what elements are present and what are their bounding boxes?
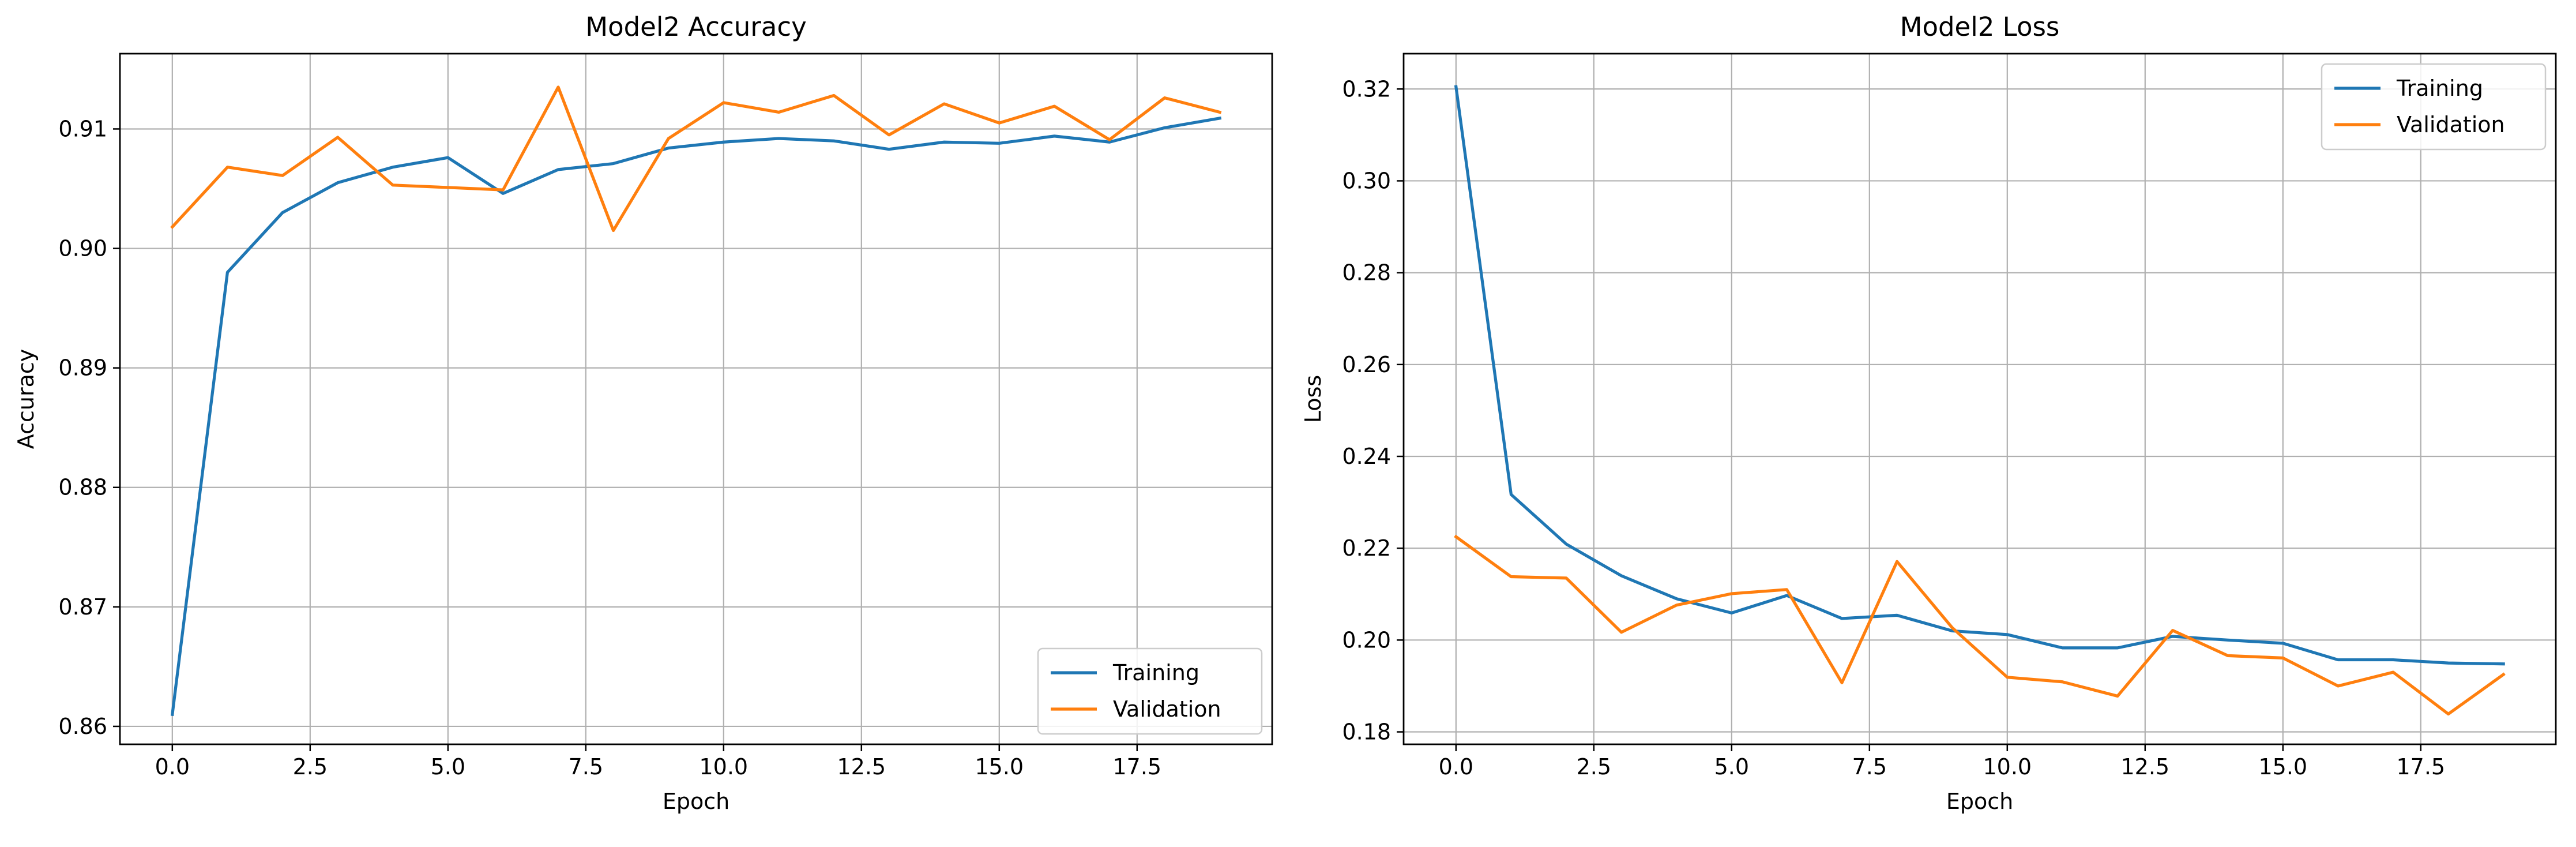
x-tick-label: 12.5: [2120, 754, 2169, 779]
x-tick-label: 0.0: [1439, 754, 1473, 779]
chart-panel-2: 0.0 2.5 5.0 7.5 10.0 12.5 15.0 17.5 0.18 0.20 0.22…: [1300, 12, 2557, 814]
y-tick-label: 0.88: [58, 475, 107, 500]
series-line-training: [170, 116, 1222, 717]
x-tick-label: 17.5: [1112, 754, 1161, 779]
x-tick-label: 10.0: [1983, 754, 2032, 779]
x-tick-label: 2.5: [293, 754, 328, 779]
x-tick-label: 0.0: [155, 754, 190, 779]
legend-label-training: Training: [1112, 660, 1199, 685]
axes-frame: [1402, 53, 2557, 745]
y-tick-label: 0.30: [1342, 168, 1391, 193]
chart-panel-1: 0.0 2.5 5.0 7.5 10.0 12.5 15.0 17.5 0.86 0.87 0.88…: [13, 12, 1273, 814]
x-tick-label: 2.5: [1577, 754, 1611, 779]
legend-label-training: Training: [2396, 76, 2483, 101]
chart-title: Model2 Loss: [1900, 12, 2060, 42]
legend-label-validation: Validation: [2397, 112, 2505, 137]
axes-frame: [119, 53, 1273, 745]
y-tick-label: 0.20: [1342, 627, 1391, 653]
x-tick-label: 15.0: [975, 754, 1024, 779]
x-tick-label: 17.5: [2396, 754, 2445, 779]
series-line-validation: [170, 85, 1222, 233]
y-tick-label: 0.24: [1342, 444, 1391, 469]
y-tick-label: 0.32: [1342, 76, 1391, 102]
legend: Training Validation: [1037, 647, 1263, 735]
legend-box: [1037, 647, 1263, 735]
x-tick-label: 5.0: [1714, 754, 1749, 779]
series-line-validation: [1454, 534, 2506, 716]
y-tick-label: 0.91: [58, 116, 107, 141]
x-axis-label: Epoch: [1946, 789, 2013, 814]
x-axis-label: Epoch: [663, 789, 729, 814]
y-tick-label: 0.22: [1342, 535, 1391, 561]
x-tick-label: 10.0: [699, 754, 748, 779]
y-tick-label: 0.90: [58, 236, 107, 261]
y-axis-label: Accuracy: [13, 349, 39, 449]
x-tick-label: 15.0: [2258, 754, 2307, 779]
y-tick-label: 0.86: [58, 714, 107, 739]
chart-title: Model2 Accuracy: [585, 12, 807, 42]
x-tick-label: 7.5: [569, 754, 603, 779]
x-tick-label: 5.0: [431, 754, 465, 779]
y-axis-label: Loss: [1300, 375, 1326, 423]
y-tick-label: 0.18: [1342, 719, 1391, 745]
x-tick-label: 12.5: [837, 754, 886, 779]
x-tick-label: 7.5: [1852, 754, 1887, 779]
series-line-training: [1454, 85, 2505, 666]
legend: Training Validation: [2321, 63, 2547, 151]
y-tick-label: 0.87: [58, 594, 107, 620]
legend-label-validation: Validation: [1113, 696, 1221, 722]
y-tick-label: 0.28: [1342, 260, 1391, 286]
y-tick-label: 0.26: [1342, 352, 1391, 377]
y-tick-label: 0.89: [58, 355, 107, 381]
legend-box: [2321, 63, 2547, 151]
